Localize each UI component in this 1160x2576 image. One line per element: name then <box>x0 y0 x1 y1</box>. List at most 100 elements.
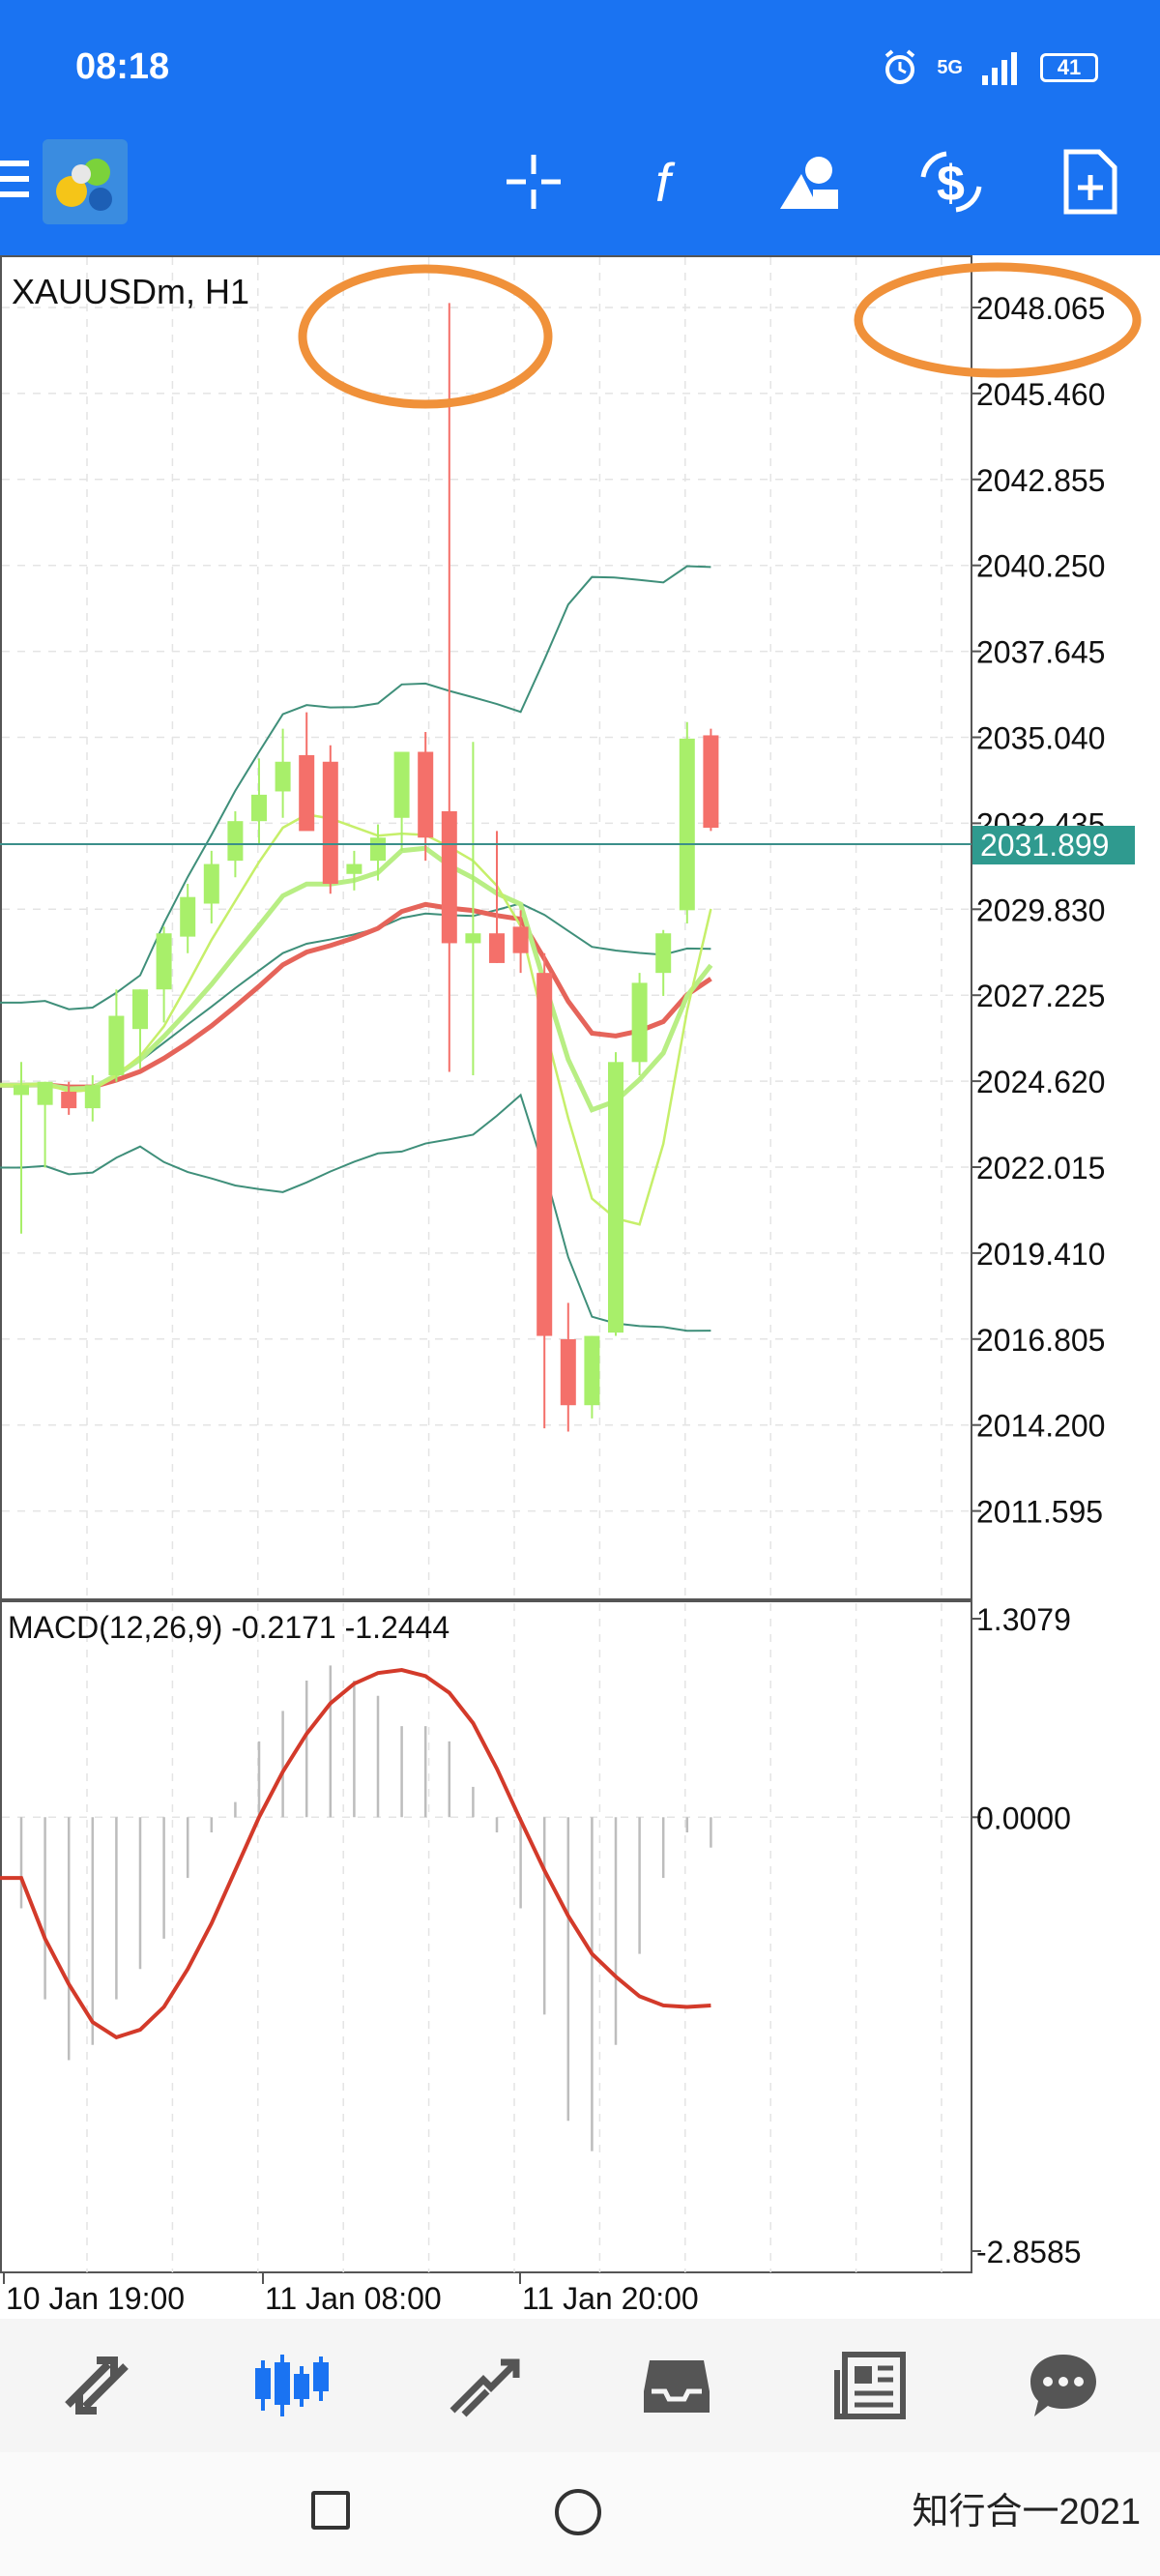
price-tick-label: 2048.065 <box>976 291 1105 326</box>
candle-body <box>156 933 172 990</box>
annotation-circle-high <box>298 264 553 409</box>
alarm-icon <box>885 49 915 84</box>
candle-body <box>370 837 386 862</box>
chart-grid <box>0 255 972 2273</box>
candle-body <box>61 1092 77 1109</box>
chat-icon <box>1030 2355 1096 2416</box>
crosshair-icon <box>507 155 561 209</box>
trend-icon <box>450 2358 520 2417</box>
price-tick-label: 2042.855 <box>976 463 1105 498</box>
price-tick-label: 2035.040 <box>976 721 1105 756</box>
svg-text:f: f <box>655 152 676 213</box>
candle-body <box>679 738 695 911</box>
current-price-label: 2031.899 <box>980 828 1109 863</box>
chart-area[interactable]: 2048.065 2045.460 2042.855 2040.250 2037.645… <box>0 255 1160 2316</box>
function-icon: f <box>655 152 676 213</box>
candle-body <box>84 1085 101 1109</box>
candle-body <box>608 1062 624 1333</box>
objects-icon <box>780 157 838 209</box>
nav-quotes[interactable] <box>39 2337 155 2434</box>
new-order-button[interactable] <box>1052 143 1129 220</box>
price-tick-label: 2024.620 <box>976 1065 1105 1099</box>
candle-body <box>465 933 481 944</box>
bottom-navigation <box>0 2319 1160 2452</box>
news-icon <box>834 2352 906 2419</box>
indicator-lines <box>0 565 713 1332</box>
time-tick-label: 11 Jan 20:00 <box>522 2281 699 2315</box>
candle-body <box>203 864 219 904</box>
trade-button[interactable]: $ <box>913 143 990 220</box>
price-tick-label: 2037.645 <box>976 635 1105 670</box>
watermark: 知行合一2021 <box>912 2492 1141 2532</box>
nav-messages[interactable] <box>1005 2337 1121 2434</box>
nav-news[interactable] <box>812 2337 928 2434</box>
nav-trade[interactable] <box>425 2337 541 2434</box>
candle-body <box>560 1338 576 1406</box>
candle-body <box>227 821 244 862</box>
candle-body <box>584 1335 600 1406</box>
candle-body <box>655 933 672 974</box>
hamburger-icon[interactable] <box>0 161 29 203</box>
objects-button[interactable] <box>771 143 849 220</box>
candle-body <box>441 810 457 944</box>
price-tick-label: 2045.460 <box>976 377 1105 412</box>
nav-history[interactable] <box>619 2337 735 2434</box>
price-tick-label: 2040.250 <box>976 549 1105 584</box>
candle-body <box>536 973 553 1336</box>
candles <box>14 303 719 1432</box>
trade-icon: $ <box>920 151 982 213</box>
candle-body <box>37 1081 53 1105</box>
battery-level: 41 <box>1057 55 1082 79</box>
candle-body <box>251 794 267 822</box>
nav-chart[interactable] <box>232 2337 348 2434</box>
macd-pane <box>0 1665 712 2152</box>
price-tick-label: 2016.805 <box>976 1323 1105 1358</box>
candlestick-icon <box>255 2355 329 2416</box>
metatrader-logo[interactable] <box>43 139 128 224</box>
bollinger-upper <box>0 565 711 1010</box>
candle-body <box>14 1085 29 1096</box>
macd-label: MACD(12,26,9) -0.2171 -1.2444 <box>8 1610 450 1645</box>
price-tick-label: 2011.595 <box>976 1495 1103 1530</box>
axes: 2048.065 2045.460 2042.855 2040.250 2037.645… <box>3 291 1105 2316</box>
candle-body <box>512 926 529 953</box>
candle-body <box>299 754 315 832</box>
function-button[interactable]: f <box>634 143 711 220</box>
top-toolbar: 08:18 5G 41 f $ <box>0 0 1160 255</box>
macd-tick-label: 0.0000 <box>976 1800 1071 1835</box>
macd-signal-line <box>0 1668 711 2040</box>
signal-label: 5G <box>937 56 963 78</box>
symbol-label: XAUUSDm, H1 <box>12 272 249 311</box>
time-tick-label: 10 Jan 19:00 <box>6 2281 185 2315</box>
quotes-icon <box>65 2356 129 2415</box>
candle-body <box>180 896 196 937</box>
candle-body <box>108 1015 125 1075</box>
candle-body <box>322 761 338 885</box>
price-tick-label: 2014.200 <box>976 1409 1105 1444</box>
bollinger-lower <box>0 1093 711 1332</box>
ema-medium <box>0 845 713 1113</box>
new-order-icon <box>1063 149 1117 215</box>
recent-apps-button[interactable] <box>311 2491 350 2530</box>
price-tick-label: 2029.830 <box>976 893 1105 927</box>
system-navigation <box>0 2452 1160 2576</box>
macd-tick-label: 1.3079 <box>976 1602 1071 1637</box>
price-tick-label: 2027.225 <box>976 979 1105 1013</box>
svg-text:$: $ <box>937 156 965 212</box>
chart-canvas[interactable]: 2048.065 2045.460 2042.855 2040.250 2037.645… <box>0 255 1160 2316</box>
candle-body <box>275 761 291 792</box>
time-tick-label: 11 Jan 08:00 <box>265 2281 442 2315</box>
crosshair-button[interactable] <box>495 143 572 220</box>
candle-body <box>393 751 410 818</box>
battery-icon: 41 <box>1040 53 1098 82</box>
candle-body <box>631 982 648 1063</box>
candle-body <box>132 989 148 1030</box>
bollinger-middle <box>0 902 711 1094</box>
candle-body <box>703 735 719 829</box>
annotation-circle-price <box>854 262 1142 378</box>
price-tick-label: 2022.015 <box>976 1151 1105 1186</box>
candle-body <box>346 864 362 874</box>
current-price-box <box>972 826 1135 864</box>
signal-bars-icon <box>982 52 1017 85</box>
home-button[interactable] <box>555 2489 601 2535</box>
